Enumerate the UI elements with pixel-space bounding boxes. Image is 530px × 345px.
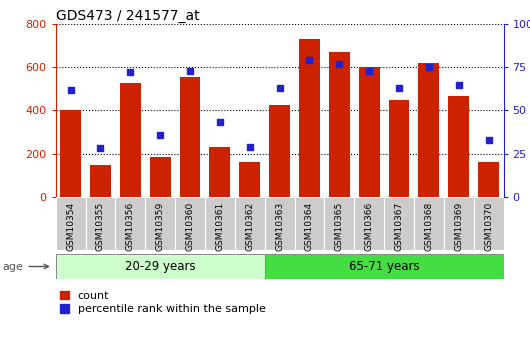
Point xyxy=(425,65,433,70)
Point xyxy=(96,146,105,151)
Text: 65-71 years: 65-71 years xyxy=(349,260,419,273)
Bar xyxy=(264,197,295,250)
Point xyxy=(186,68,195,73)
Bar xyxy=(116,197,145,250)
Bar xyxy=(329,52,350,197)
Point xyxy=(245,144,254,149)
Bar xyxy=(448,96,469,197)
Point xyxy=(66,87,75,92)
Bar xyxy=(354,197,384,250)
Bar xyxy=(299,39,320,197)
Point xyxy=(276,85,284,91)
Text: GSM10360: GSM10360 xyxy=(186,202,195,251)
Text: GSM10359: GSM10359 xyxy=(156,202,165,251)
Bar xyxy=(384,197,414,250)
Bar xyxy=(239,162,260,197)
Text: GSM10367: GSM10367 xyxy=(394,202,403,251)
Bar xyxy=(145,197,175,250)
Bar xyxy=(56,254,264,279)
Point xyxy=(395,85,403,91)
Bar xyxy=(388,100,410,197)
Text: age: age xyxy=(3,262,49,272)
Text: GSM10364: GSM10364 xyxy=(305,202,314,251)
Bar xyxy=(60,110,81,197)
Text: GSM10366: GSM10366 xyxy=(365,202,374,251)
Bar xyxy=(295,197,324,250)
Bar xyxy=(175,197,205,250)
Text: GSM10361: GSM10361 xyxy=(215,202,224,251)
Point xyxy=(365,68,374,73)
Bar xyxy=(414,197,444,250)
Text: GSM10370: GSM10370 xyxy=(484,202,493,251)
Bar xyxy=(324,197,354,250)
Point xyxy=(484,137,493,142)
Bar xyxy=(235,197,264,250)
Bar xyxy=(209,148,231,197)
Bar xyxy=(56,197,85,250)
Bar xyxy=(205,197,235,250)
Point xyxy=(216,120,224,125)
Point xyxy=(305,58,314,63)
Text: GSM10362: GSM10362 xyxy=(245,202,254,251)
Bar xyxy=(90,165,111,197)
Bar xyxy=(120,83,141,197)
Text: GDS473 / 241577_at: GDS473 / 241577_at xyxy=(56,9,199,23)
Point xyxy=(126,70,135,75)
Text: GSM10354: GSM10354 xyxy=(66,202,75,251)
Bar xyxy=(359,67,379,197)
Text: GSM10365: GSM10365 xyxy=(335,202,344,251)
Text: GSM10363: GSM10363 xyxy=(275,202,284,251)
Bar xyxy=(149,157,171,197)
Legend: count, percentile rank within the sample: count, percentile rank within the sample xyxy=(56,286,270,319)
Bar xyxy=(474,197,503,250)
Text: GSM10369: GSM10369 xyxy=(454,202,463,251)
Bar xyxy=(180,77,200,197)
Point xyxy=(156,132,164,137)
Text: GSM10356: GSM10356 xyxy=(126,202,135,251)
Text: 20-29 years: 20-29 years xyxy=(125,260,196,273)
Bar xyxy=(269,105,290,197)
Bar xyxy=(264,254,504,279)
Bar xyxy=(478,162,499,197)
Point xyxy=(335,61,343,67)
Bar xyxy=(444,197,474,250)
Text: GSM10368: GSM10368 xyxy=(425,202,434,251)
Bar xyxy=(418,63,439,197)
Text: GSM10355: GSM10355 xyxy=(96,202,105,251)
Point xyxy=(455,82,463,87)
Bar xyxy=(85,197,116,250)
